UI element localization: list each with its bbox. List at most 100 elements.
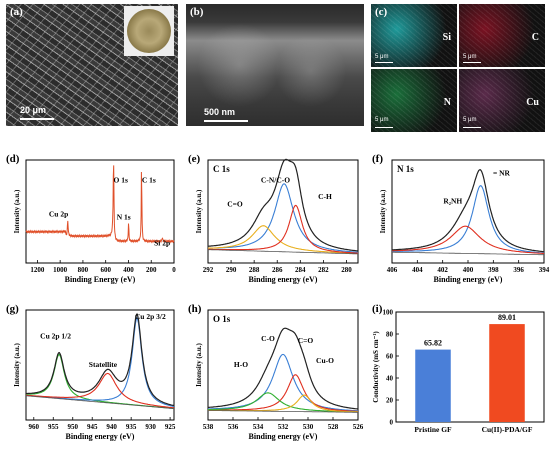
panel-label: (d) xyxy=(6,153,20,165)
sem-image-a: (a) 20 μm xyxy=(6,4,178,126)
photo-inset xyxy=(124,6,174,56)
y-axis-label: Intensity (a.u.) xyxy=(379,189,387,233)
x-axis-label: Binding energy (eV) xyxy=(434,275,503,284)
y-tick-label: 60 xyxy=(386,353,394,361)
eds-map-cu: Cu 5 μm xyxy=(459,69,545,132)
eds-scale-text: 5 μm xyxy=(463,117,477,123)
x-axis-label: Binding Energy (eV) xyxy=(65,275,136,284)
y-axis-label: Intensity (a.u.) xyxy=(13,342,21,386)
x-tick-label: 286 xyxy=(272,266,283,274)
x-tick-label: 400 xyxy=(463,266,474,274)
cu2p-chart: 960 955 950 945 940 935 930 925 Binding energy (… xyxy=(6,303,176,441)
x-tick-label: 930 xyxy=(145,423,156,431)
scale-text-b: 500 nm xyxy=(204,107,236,117)
envelope-curve xyxy=(208,158,359,252)
eds-scale-text: 5 μm xyxy=(375,117,389,123)
peak-annotation: = NR xyxy=(493,168,511,177)
fit-component-c-n-c-o xyxy=(208,183,359,253)
peak-annotation: C=O xyxy=(298,336,314,345)
x-tick-label: 404 xyxy=(412,266,423,274)
y-tick-label: 0 xyxy=(390,419,394,427)
x-axis-label: Binding energy (eV) xyxy=(249,275,318,284)
peak-annotation: C 1s xyxy=(142,176,156,185)
eds-element-label: C xyxy=(531,32,539,43)
c1s-chart: 292 290 288 286 284 282 280 Binding energy (eV)… xyxy=(188,153,359,284)
x-tick-label: 526 xyxy=(353,423,364,431)
y-axis-label: Conductivity (mS cm⁻¹) xyxy=(372,331,380,403)
y-tick-label: 20 xyxy=(386,397,394,405)
survey-spectrum xyxy=(25,165,175,244)
fit-component-h-o xyxy=(207,392,358,413)
x-tick-label: 200 xyxy=(146,266,157,274)
x-tick-label: 532 xyxy=(278,423,289,431)
x-tick-label: 538 xyxy=(203,423,214,431)
eds-map-n: N 5 μm xyxy=(371,69,457,132)
fit-component--nr xyxy=(392,185,545,254)
x-tick-label: 0 xyxy=(172,266,176,274)
x-tick-label: 280 xyxy=(341,266,352,274)
o1s-chart: 538 536 534 532 530 528 526 Binding energy (eV)… xyxy=(188,303,364,441)
scale-bar-a xyxy=(20,118,54,120)
x-tick-label: 940 xyxy=(106,423,117,431)
x-tick-label: 402 xyxy=(437,266,448,274)
peak-annotation: N 1s xyxy=(117,213,131,222)
fit-component-c-o xyxy=(208,353,359,412)
x-tick-label: 925 xyxy=(165,423,176,431)
panel-label-c: (c) xyxy=(375,6,388,18)
n1s-chart: 406 404 402 400 398 396 394 Binding energy (eV)… xyxy=(372,153,550,284)
conductivity-bar-chart: 0 20 40 60 80 100 Conductivity (mS cm⁻¹) (i) 65.… xyxy=(372,303,545,434)
scale-text-a: 20 μm xyxy=(20,105,47,115)
eds-maps: (c) Si 5 μm C 5 μm N 5 μm Cu 5 μm xyxy=(371,4,545,132)
peak-annotation: C-H xyxy=(318,192,332,201)
eds-map-c: C 5 μm xyxy=(459,4,545,67)
peak-annotation: Statellite xyxy=(89,360,118,369)
x-axis-label: Binding energy (eV) xyxy=(249,432,318,441)
x-tick-label: 950 xyxy=(67,423,78,431)
bar-value-label: 65.82 xyxy=(424,339,442,348)
peak-annotation: C-N/C-O xyxy=(261,176,290,185)
x-tick-label: 290 xyxy=(226,266,237,274)
sem-image-b: (b) 500 nm xyxy=(186,4,364,126)
panel-label-b: (b) xyxy=(190,6,204,18)
y-axis-label: Intensity (a.u.) xyxy=(13,189,21,233)
y-tick-label: 40 xyxy=(386,375,394,383)
eds-scale-bar xyxy=(375,127,393,128)
eds-element-label: Si xyxy=(442,32,451,43)
baseline xyxy=(26,395,174,409)
plot-frame xyxy=(395,311,545,423)
bar-0 xyxy=(415,349,451,422)
x-tick-label: 600 xyxy=(100,266,111,274)
x-tick-label: 406 xyxy=(387,266,398,274)
x-tick-label: 292 xyxy=(203,266,214,274)
chart-title: C 1s xyxy=(213,164,230,174)
x-tick-label: 1200 xyxy=(30,266,45,274)
fit-component-c-h xyxy=(208,204,358,254)
x-tick-label: 960 xyxy=(29,423,40,431)
peak-annotation: H-O xyxy=(234,360,248,369)
category-label: Pristine GF xyxy=(414,425,452,434)
x-axis-label: Binding energy (eV) xyxy=(66,432,135,441)
plot-frame xyxy=(207,159,359,264)
panel-label: (i) xyxy=(372,303,383,315)
chart-title: N 1s xyxy=(397,164,414,174)
bar-value-label: 89.01 xyxy=(498,313,516,322)
panel-label: (h) xyxy=(188,303,202,315)
peak-annotation: Si 2p xyxy=(154,238,170,247)
x-tick-label: 1000 xyxy=(53,266,68,274)
peak-annotation: Cu 2p 3/2 xyxy=(135,312,166,321)
x-tick-label: 396 xyxy=(513,266,524,274)
x-tick-label: 282 xyxy=(318,266,329,274)
peak-annotation: R₂NH xyxy=(443,196,462,205)
chart-title: O 1s xyxy=(213,314,231,324)
panel-label: (e) xyxy=(188,153,201,165)
fit-component-r-nh xyxy=(392,225,544,254)
x-tick-label: 534 xyxy=(253,423,264,431)
x-tick-label: 528 xyxy=(328,423,339,431)
x-tick-label: 288 xyxy=(249,266,260,274)
xps-survey-chart: 1200 1000 800 600 400 200 0 Binding Energy (eV)… xyxy=(6,153,176,284)
y-axis-label: Intensity (a.u.) xyxy=(195,189,203,233)
plot-frame xyxy=(25,309,175,421)
eds-element-label: N xyxy=(443,97,451,108)
panel-label-a: (a) xyxy=(10,6,23,18)
x-tick-label: 800 xyxy=(78,266,89,274)
